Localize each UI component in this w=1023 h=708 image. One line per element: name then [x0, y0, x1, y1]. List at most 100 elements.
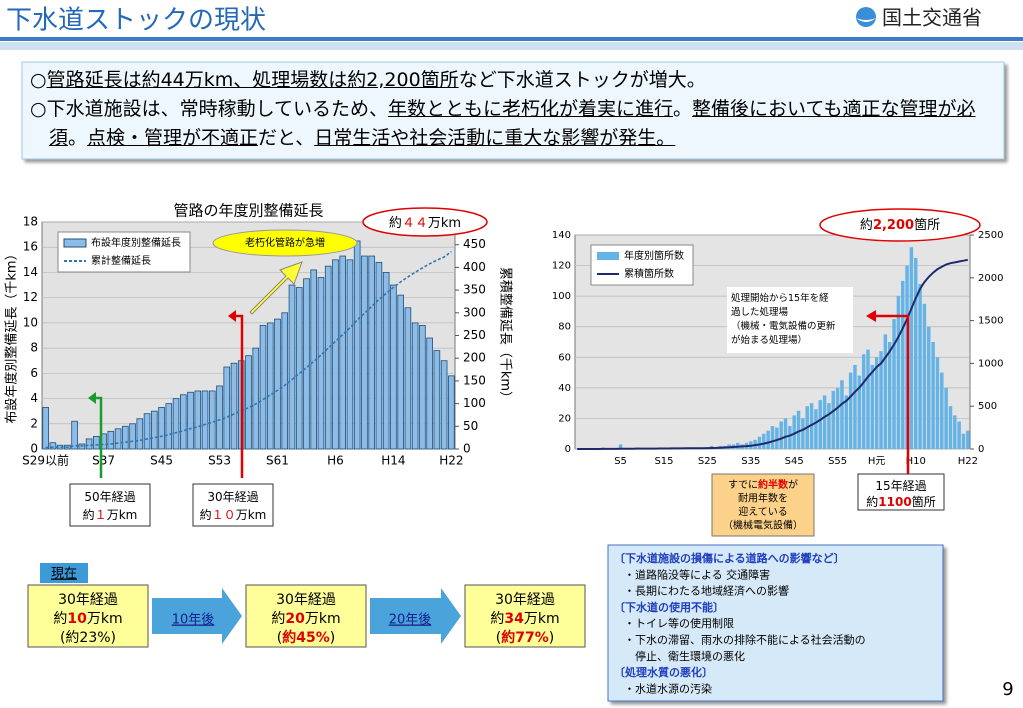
bar	[375, 261, 383, 450]
flow-step: 20年後	[389, 613, 432, 628]
text-segment: 箇所	[914, 217, 940, 233]
y2-tick-label: 100	[463, 396, 486, 410]
text-segment: が始まる処理場）	[731, 334, 807, 346]
bar	[844, 395, 849, 449]
x-tick-label: S15	[654, 456, 673, 467]
text-segment: 2,200	[873, 218, 914, 233]
note-box	[727, 287, 853, 353]
bar	[796, 410, 801, 449]
y-tick-label: 100	[552, 291, 571, 302]
bar	[814, 409, 818, 449]
legend-label: 累積箇所数	[624, 267, 674, 280]
text-segment: 20	[285, 611, 305, 627]
text-segment: 老朽化管路が急増	[245, 236, 325, 249]
summary-segment: だと、	[258, 127, 315, 149]
summary-segment: 年数とともに老朽化が着実に進行	[388, 98, 674, 120]
bar	[419, 325, 426, 450]
red-marker	[234, 314, 244, 478]
bar	[944, 387, 948, 449]
x-tick-label: H10	[906, 456, 926, 467]
x-tick-label: S55	[828, 456, 847, 467]
x-tick-label: S37	[92, 454, 115, 468]
flow-box	[464, 584, 586, 648]
callout-text: 30年経過	[207, 490, 258, 504]
callout-text: が始まる処理場）	[731, 334, 807, 346]
callout-text: 約20万km	[271, 611, 340, 627]
y2-tick-label: 350	[463, 283, 486, 297]
bar	[874, 357, 879, 449]
impacts-panel	[607, 544, 944, 702]
impact-item: 停止、衛生環境の悪化	[624, 649, 745, 663]
y2-tick-label: 0	[463, 442, 471, 456]
summary-segment: 管路延長は約44万km、処理場数は約2,200箇所	[46, 69, 459, 91]
callout-text: （機械・電気設備の更新	[731, 320, 836, 332]
bar	[187, 391, 194, 450]
text-segment: 約45%	[282, 629, 330, 646]
bar	[918, 283, 922, 449]
bar	[143, 413, 151, 450]
text-segment: すでに	[728, 479, 758, 491]
y-tick-label: 4	[30, 391, 38, 405]
legend-label: 年度別箇所数	[624, 249, 684, 262]
bar	[390, 284, 397, 450]
text-segment: )	[330, 630, 335, 646]
text-segment: 約	[490, 611, 504, 627]
bar	[303, 278, 310, 450]
charts: 0246810121416180501001502002503003504004…	[4, 202, 1004, 468]
y-tick-label: 0	[565, 444, 571, 455]
red-arrowhead	[228, 310, 236, 322]
x-tick-label: H6	[327, 454, 344, 468]
bar	[953, 415, 957, 449]
text-segment: 万km	[236, 508, 267, 522]
callout-text: 処理開始から15年を経	[731, 292, 829, 304]
text-segment: 約半数	[758, 478, 789, 491]
bar	[230, 362, 238, 450]
callout-text: 老朽化管路が急増	[245, 236, 325, 249]
legend-swatch	[63, 238, 87, 248]
flow-arrow	[152, 588, 242, 644]
callout-text: 約１万km	[83, 507, 138, 522]
text-segment: 10	[67, 611, 87, 627]
summary-segment: 点検・管理が不適正	[87, 127, 259, 149]
impact-item: ・道路陥没等による 交通障害	[624, 567, 770, 581]
bar	[788, 426, 792, 449]
bar	[194, 390, 202, 450]
bar	[274, 318, 281, 450]
flow-box	[245, 584, 367, 648]
bar	[879, 351, 883, 449]
bar	[252, 347, 260, 450]
bar	[766, 430, 770, 449]
bar	[93, 435, 100, 450]
bar	[49, 442, 57, 450]
y-tick-label: 0	[30, 442, 38, 456]
y-tick-label: 2	[30, 416, 38, 430]
slide-title: 下水道ストックの現状	[6, 6, 266, 36]
callout-text: 過した処理場	[731, 306, 789, 318]
callout-text: 約34万km	[490, 611, 559, 627]
y2-tick-label: 450	[463, 237, 486, 251]
y-tick-label: 80	[558, 322, 571, 333]
y2-tick-label: 50	[463, 419, 478, 433]
y2-tick-label: 250	[463, 328, 486, 342]
bar	[931, 342, 935, 449]
text-segment: 34	[504, 611, 524, 627]
text-segment: 約77%	[501, 629, 549, 646]
bar	[281, 312, 289, 450]
bar	[818, 400, 822, 449]
callout-text: 約2,200箇所	[860, 217, 940, 233]
callout-text: （機械電気設備）	[723, 519, 803, 532]
legend-box	[590, 244, 694, 286]
bar	[900, 280, 905, 449]
summary-segment: ○下水道施設は、常時稼動しているため、	[30, 98, 389, 120]
bar	[762, 433, 766, 449]
x-tick-label: H14	[381, 454, 405, 468]
text-segment: 30年経過	[495, 592, 555, 608]
y-tick-label: 20	[558, 413, 571, 424]
callout-text: (約23%)	[60, 630, 116, 646]
bar	[892, 319, 896, 449]
bar	[857, 375, 862, 449]
callout-text: (約45%)	[277, 629, 335, 646]
y-tick-label: 8	[30, 341, 38, 355]
text-segment: が	[788, 478, 798, 491]
y-tick-label: 16	[23, 240, 38, 254]
